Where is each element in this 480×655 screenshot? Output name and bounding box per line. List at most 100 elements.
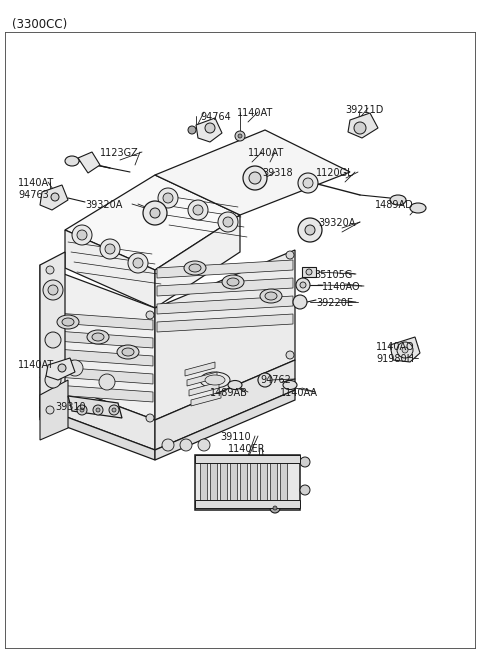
Circle shape [300,457,310,467]
Ellipse shape [260,289,282,303]
Polygon shape [155,215,240,308]
Circle shape [158,188,178,208]
Text: 39320A: 39320A [318,218,355,228]
Ellipse shape [228,381,242,390]
Circle shape [303,178,313,188]
Circle shape [198,439,210,451]
Ellipse shape [227,278,239,286]
Polygon shape [65,230,155,308]
Polygon shape [40,377,155,450]
Text: 94764: 94764 [200,112,231,122]
Circle shape [43,280,63,300]
Circle shape [67,360,83,376]
Text: 39320A: 39320A [85,200,122,210]
Circle shape [296,278,310,292]
Circle shape [193,205,203,215]
Circle shape [402,347,408,353]
Ellipse shape [65,156,79,166]
Text: 1140AT: 1140AT [18,360,54,370]
Polygon shape [185,362,215,376]
Polygon shape [155,360,295,450]
Circle shape [243,166,267,190]
Ellipse shape [390,195,406,205]
Ellipse shape [205,375,225,385]
Circle shape [48,285,58,295]
Bar [210,460,217,505]
Ellipse shape [200,372,230,388]
Circle shape [143,201,167,225]
Polygon shape [155,390,295,460]
Ellipse shape [87,330,109,344]
Polygon shape [42,366,153,384]
Text: 1140AO: 1140AO [376,342,415,352]
Circle shape [218,212,238,232]
Text: 1140AA: 1140AA [280,388,318,398]
Polygon shape [40,252,65,420]
Text: 1120GL: 1120GL [316,168,354,178]
Circle shape [300,485,310,495]
Text: 39318: 39318 [262,168,293,178]
Circle shape [146,414,154,422]
Circle shape [45,332,61,348]
Circle shape [306,269,312,275]
Polygon shape [189,382,219,396]
Circle shape [100,239,120,259]
Circle shape [46,406,54,414]
Circle shape [163,193,173,203]
Circle shape [150,208,160,218]
Polygon shape [390,337,420,362]
Text: 39220E: 39220E [316,298,353,308]
Circle shape [188,200,208,220]
Bar [195,455,300,463]
Ellipse shape [283,381,297,390]
Ellipse shape [410,203,426,213]
Polygon shape [348,113,378,138]
Circle shape [80,408,84,412]
Ellipse shape [222,275,244,289]
Ellipse shape [184,261,206,275]
Circle shape [72,225,92,245]
Text: 39110: 39110 [220,432,251,442]
Polygon shape [157,278,293,296]
Text: 1489AD: 1489AD [375,200,414,210]
Circle shape [286,251,294,259]
Circle shape [146,311,154,319]
Bar [220,460,227,505]
Bar [260,460,267,505]
Circle shape [96,408,100,412]
Polygon shape [191,392,221,406]
Circle shape [300,282,306,288]
Polygon shape [78,152,100,173]
Circle shape [180,439,192,451]
Circle shape [128,253,148,273]
Polygon shape [187,372,217,386]
Circle shape [270,503,280,513]
Circle shape [205,123,215,133]
Ellipse shape [92,333,104,341]
Polygon shape [155,250,295,420]
Ellipse shape [122,348,134,356]
Ellipse shape [117,345,139,359]
Circle shape [93,405,103,415]
Bar [250,460,257,505]
Bar [230,460,237,505]
Polygon shape [40,185,68,210]
Ellipse shape [189,264,201,272]
Polygon shape [65,175,240,270]
Bar [240,460,247,505]
Circle shape [105,244,115,254]
Circle shape [162,439,174,451]
Ellipse shape [57,315,79,329]
Ellipse shape [62,318,74,326]
Text: 1140AO: 1140AO [322,282,360,292]
Polygon shape [40,407,155,460]
Circle shape [77,405,87,415]
Polygon shape [42,330,153,348]
Polygon shape [40,380,68,440]
Circle shape [258,373,272,387]
Ellipse shape [265,292,277,300]
Bar [270,460,277,505]
Circle shape [249,172,261,184]
Circle shape [112,408,116,412]
Circle shape [188,126,196,134]
